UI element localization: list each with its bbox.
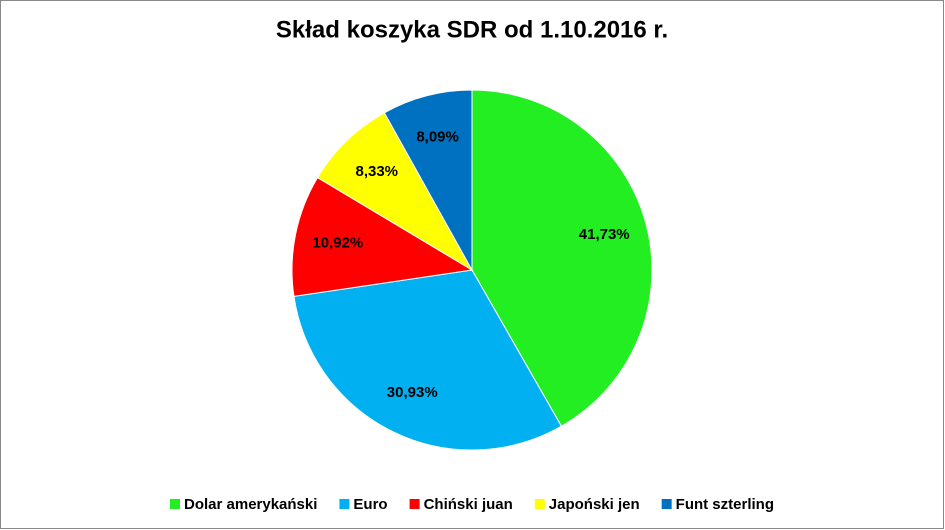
value-label: 41,73% xyxy=(579,226,630,243)
legend-swatch xyxy=(534,499,545,509)
legend-label: Funt szterling xyxy=(676,496,774,513)
value-label: 30,93% xyxy=(387,384,438,401)
legend-label: Chiński juan xyxy=(424,496,513,513)
pie-slice xyxy=(316,112,474,272)
pie-slice xyxy=(383,89,473,272)
pie-slice xyxy=(471,89,653,427)
legend-swatch xyxy=(661,499,672,509)
value-label: 8,09% xyxy=(416,129,459,146)
value-label: 10,92% xyxy=(312,234,363,251)
legend-label: Japoński jen xyxy=(549,496,640,513)
legend-swatch xyxy=(170,499,181,509)
legend-label: Euro xyxy=(353,496,387,513)
chart-title: Skład koszyka SDR od 1.10.2016 r. xyxy=(276,16,668,43)
legend-swatch xyxy=(409,499,420,509)
value-label: 8,33% xyxy=(355,163,398,180)
pie-slice xyxy=(293,269,563,451)
legend-swatch xyxy=(339,499,350,509)
legend-label: Dolar amerykański xyxy=(184,496,317,513)
pie-slice xyxy=(291,176,474,297)
